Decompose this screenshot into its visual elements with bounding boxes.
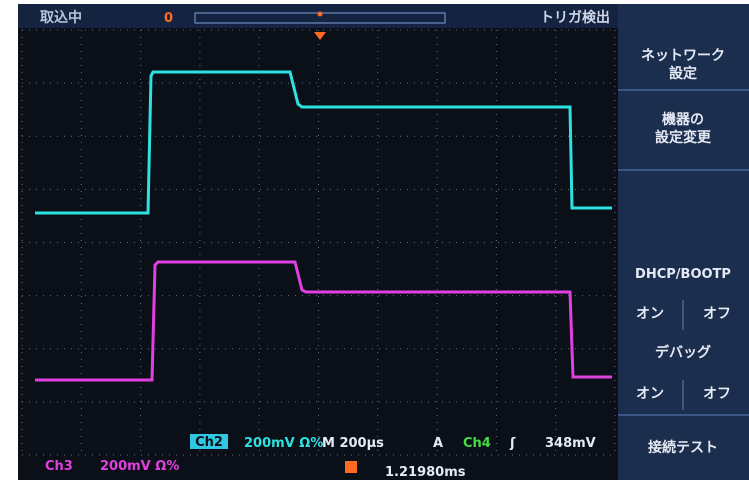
- trig-slope: ʃ: [509, 436, 516, 451]
- menu-item: デバッグ: [655, 344, 711, 361]
- ch3-scale: 200mV Ω%: [100, 459, 179, 474]
- menu-item[interactable]: ネットワーク: [641, 48, 725, 64]
- top-bar: [18, 4, 618, 28]
- ch2-scale: 200mV Ω%: [244, 436, 323, 451]
- position: 1.21980ms: [385, 465, 466, 480]
- toggle[interactable]: オン: [636, 386, 664, 402]
- ch2-badge: Ch2: [195, 435, 223, 450]
- trigger-status: トリガ検出: [540, 9, 610, 26]
- menu-item: DHCP/BOOTP: [635, 267, 731, 282]
- menu-item[interactable]: 設定変更: [655, 129, 712, 146]
- toggle[interactable]: オン: [636, 306, 664, 322]
- toggle[interactable]: オフ: [703, 306, 731, 322]
- menu-item[interactable]: 設定: [669, 65, 697, 82]
- marker: 0: [164, 11, 173, 26]
- acq-status: 取込中: [40, 9, 82, 26]
- screen-photo: 取込中 0 トリガ検出 ネットワーク 設定 機器の 設定変更 DHCP/BOOT…: [0, 0, 749, 484]
- timebase: M 200µs: [322, 436, 384, 451]
- toggle[interactable]: オフ: [703, 386, 731, 402]
- record-marker: [318, 12, 323, 17]
- ch3-label: Ch3: [45, 459, 73, 474]
- oscilloscope: 取込中 0 トリガ検出 ネットワーク 設定 機器の 設定変更 DHCP/BOOT…: [0, 0, 749, 484]
- menu-item[interactable]: 機器の: [662, 111, 704, 128]
- acq-mode: A: [433, 436, 443, 451]
- trig-level: 348mV: [545, 436, 596, 451]
- trig-source: Ch4: [463, 436, 491, 451]
- menu-item[interactable]: 接続テスト: [648, 439, 718, 456]
